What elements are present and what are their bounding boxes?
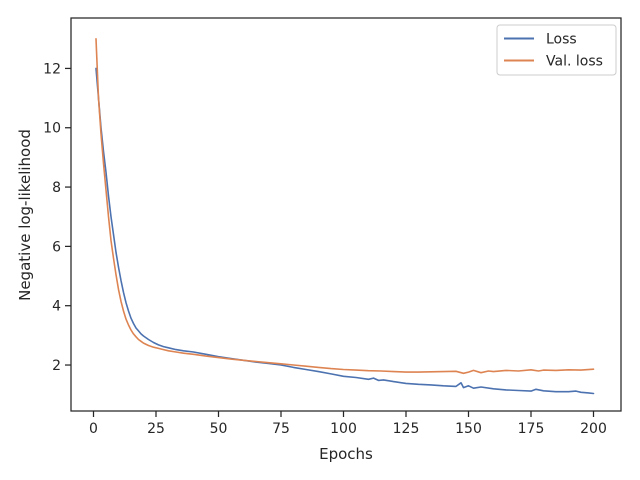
x-axis-label: Epochs xyxy=(319,445,373,463)
axes xyxy=(70,17,622,412)
x-tick-label: 100 xyxy=(330,421,357,437)
series-line-val-loss xyxy=(95,37,595,375)
series-lines xyxy=(95,37,595,395)
y-axis-label: Negative log-likelihood xyxy=(16,129,34,301)
legend-label-val-loss: Val. loss xyxy=(546,54,603,70)
x-tick-label: 50 xyxy=(210,421,228,437)
y-tick-label: 10 xyxy=(43,121,61,137)
x-tick-label: 175 xyxy=(518,421,545,437)
y-tick-label: 4 xyxy=(52,299,61,315)
y-tick-label: 8 xyxy=(52,180,61,196)
plot-frame xyxy=(70,17,622,412)
x-tick-label: 125 xyxy=(393,421,420,437)
y-tick-label: 2 xyxy=(52,358,61,374)
x-tick-label: 75 xyxy=(272,421,290,437)
legend: Loss Val. loss xyxy=(496,24,617,76)
legend-label-loss: Loss xyxy=(546,32,577,48)
tick-labels: 0 25 50 75 100 125 150 175 200 2 4 6 8 10 12 xyxy=(43,61,607,437)
x-tick-label: 0 xyxy=(89,421,98,437)
x-tick-label: 25 xyxy=(147,421,165,437)
y-tick-label: 6 xyxy=(52,239,61,255)
x-tick-label: 150 xyxy=(455,421,482,437)
series-line-loss xyxy=(95,67,595,395)
x-tick-label: 200 xyxy=(580,421,607,437)
y-tick-label: 12 xyxy=(43,61,61,77)
